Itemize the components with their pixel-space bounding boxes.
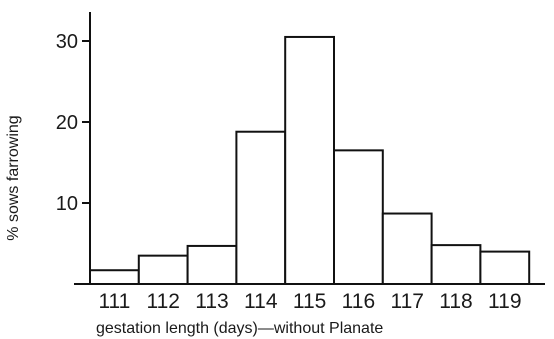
- x-tick-label-119: 119: [488, 290, 521, 313]
- y-axis-title: % sows farrowing: [5, 115, 22, 240]
- x-tick-label-116: 116: [342, 290, 375, 313]
- x-tick-label-114: 114: [244, 290, 278, 313]
- x-tick-labels-group: 111 112 113 114 115 116 117 118 119: [98, 290, 521, 313]
- bar-118: [430, 244, 482, 285]
- x-tick-label-111: 111: [98, 290, 130, 313]
- bar-111: [89, 269, 140, 286]
- y-tick-label-10: 10: [56, 193, 78, 215]
- bar-112: [137, 254, 189, 285]
- y-tick-label-20: 20: [56, 112, 78, 134]
- bar-116: [333, 149, 384, 285]
- x-tick-label-112: 112: [146, 290, 179, 313]
- x-tick-label-113: 113: [195, 290, 228, 313]
- bars-group: [89, 35, 531, 286]
- x-tick-label-117: 117: [390, 290, 423, 313]
- bar-114: [235, 130, 287, 285]
- bar-115: [284, 35, 336, 286]
- y-ticks-group: 10 20 30: [56, 31, 90, 215]
- y-tick-label-30: 30: [56, 31, 78, 53]
- x-tick-label-115: 115: [293, 290, 326, 313]
- bar-113: [186, 244, 238, 285]
- x-axis-title: gestation length (days)—without Planate: [96, 320, 383, 337]
- x-tick-label-118: 118: [439, 290, 472, 313]
- bar-119: [479, 250, 531, 286]
- bar-117: [381, 212, 433, 285]
